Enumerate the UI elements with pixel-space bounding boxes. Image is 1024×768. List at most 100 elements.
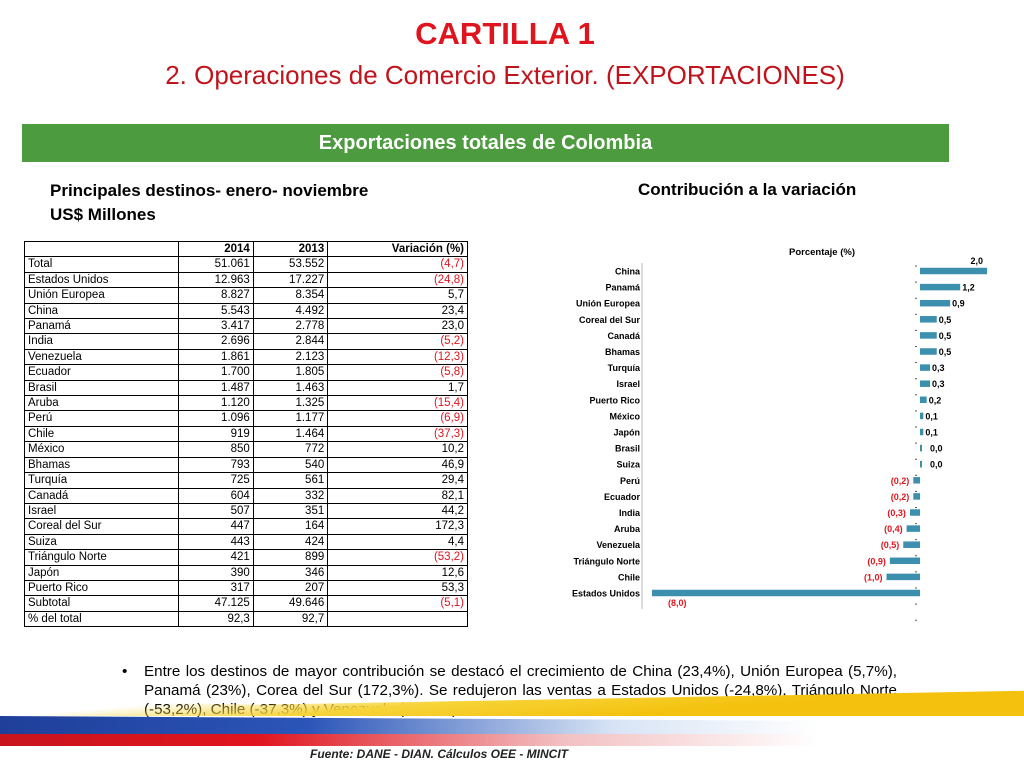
data-label: (0,2) — [891, 476, 910, 486]
table-row: Brasil 1.487 1.463 1,7 — [23, 379, 468, 397]
bar-venezuela — [903, 541, 920, 548]
table-row: Canadá 604 332 82,1 — [23, 487, 468, 504]
row-label: México — [23, 441, 180, 458]
section-banner: Exportaciones totales de Colombia — [22, 124, 949, 162]
data-label: 0,5 — [939, 331, 952, 341]
slide-subtitle: 2. Operaciones de Comercio Exterior. (EX… — [165, 60, 845, 90]
table-cell: 540 — [252, 456, 329, 474]
table-row: Subtotal 47.125 49.646 (5,1) — [23, 595, 468, 612]
data-label: (0,9) — [867, 556, 886, 566]
table-cell: 92,7 — [252, 610, 329, 628]
table-row: Coreal del Sur 447 164 172,3 — [23, 518, 468, 535]
row-label: Turquía — [23, 472, 180, 489]
category-label: Coreal del Sur — [579, 315, 641, 325]
table-cell: 8.827 — [178, 287, 254, 304]
bar-panamá — [920, 283, 961, 291]
table-cell: 561 — [252, 472, 329, 489]
table-cell: 12,6 — [327, 564, 468, 581]
table-row: Unión Europea 8.827 8.354 5,7 — [23, 287, 468, 304]
bar-china — [920, 267, 987, 275]
table-cell: 172,3 — [327, 518, 468, 535]
table-cell: 424 — [252, 533, 329, 551]
column-header-2: 2013 — [252, 240, 329, 258]
table-cell: 1.861 — [178, 348, 254, 366]
bar-turquía — [920, 364, 931, 371]
table-row: % del total 92,3 92,7 — [23, 610, 468, 628]
table-row: Bhamas 793 540 46,9 — [23, 456, 468, 474]
table-cell: (5,2) — [327, 333, 468, 350]
table-cell: (24,8) — [327, 271, 468, 289]
table-row: India 2.696 2.844 (5,2) — [23, 333, 468, 350]
row-label: % del total — [23, 610, 180, 628]
table-cell: 1.120 — [178, 395, 254, 412]
category-label: Ecuador — [604, 492, 641, 502]
table-cell: 23,4 — [327, 302, 468, 320]
table-cell: (15,4) — [327, 395, 468, 412]
data-label: (0,2) — [891, 492, 910, 502]
table-cell: 2.778 — [252, 318, 329, 335]
table-cell: 507 — [178, 502, 254, 520]
row-label: Bhamas — [23, 456, 180, 474]
bar-bhamas — [920, 348, 937, 355]
row-label: Estados Unidos — [23, 271, 180, 289]
bar-puerto-rico — [920, 396, 927, 404]
contribution-bar-chart: Porcentaje (%) China 2,0 Panamá 1,2 Unión Eur… — [572, 247, 987, 621]
row-label: Puerto Rico — [23, 579, 180, 597]
row-label: Japón — [23, 564, 180, 581]
source-note: Fuente: DANE - DIAN. Cálculos OEE - MINC… — [310, 747, 569, 761]
bar-estados-unidos — [652, 589, 920, 597]
row-label: Suiza — [23, 533, 180, 551]
row-label: Coreal del Sur — [23, 518, 180, 535]
table-row: Triángulo Norte 421 899 (53,2) — [23, 549, 468, 566]
table-cell: 46,9 — [327, 456, 468, 474]
table-cell: 3.417 — [178, 318, 254, 335]
table-cell: 23,0 — [327, 318, 468, 335]
table-cell: 53,3 — [327, 579, 468, 597]
row-label: Ecuador — [23, 364, 180, 381]
table-row: Venezuela 1.861 2.123 (12,3) — [23, 348, 468, 366]
destinations-table: 2014 2013 Variación (%) Total 51.061 53.552(… — [23, 240, 468, 628]
row-label: China — [23, 302, 180, 320]
data-label: 2,0 — [970, 256, 983, 266]
category-label: Turquía — [608, 363, 641, 373]
table-cell: (4,7) — [327, 256, 468, 273]
flag-stripe-red — [0, 734, 1024, 746]
table-row: Total 51.061 53.552 (4,7) — [23, 256, 468, 273]
bar-brasil — [920, 444, 922, 452]
table-cell: 919 — [178, 425, 254, 443]
chart-title: Porcentaje (%) — [789, 247, 855, 258]
data-label: 0,1 — [925, 411, 938, 421]
bullet-dot-icon: • — [122, 663, 128, 680]
table-cell: 604 — [178, 487, 254, 504]
row-label: Unión Europea — [23, 287, 180, 304]
column-header-3: Variación (%) — [327, 240, 468, 258]
bar-israel — [920, 380, 931, 387]
category-label: Israel — [616, 379, 640, 389]
table-cell: 1.700 — [178, 364, 254, 381]
table-cell: 317 — [178, 579, 254, 597]
table-cell: 346 — [252, 564, 329, 581]
table-cell: (5,8) — [327, 364, 468, 381]
table-row: Perú 1.096 1.177 (6,9) — [23, 410, 468, 427]
table-cell: (53,2) — [327, 549, 468, 566]
table-cell: 1,7 — [327, 379, 468, 397]
table-cell: 53.552 — [252, 256, 329, 273]
category-label: México — [609, 411, 640, 421]
table-cell: 332 — [252, 487, 329, 504]
table-cell: 8.354 — [252, 287, 329, 304]
table-cell: 772 — [252, 441, 329, 458]
chart-heading: Contribución a la variación — [638, 180, 857, 199]
table-cell: 421 — [178, 549, 254, 566]
table-heading-line-2: US$ Millones — [50, 205, 156, 224]
table-heading-line-1: Principales destinos- enero- noviembre — [50, 181, 369, 200]
table-cell: 4.492 — [252, 302, 329, 320]
category-label: Canadá — [607, 331, 641, 341]
data-label: (0,4) — [884, 524, 903, 534]
row-label: Venezuela — [23, 348, 180, 366]
table-cell: (5,1) — [327, 595, 468, 612]
table-row: Japón 390 346 12,6 — [23, 564, 468, 581]
data-label: 0,2 — [929, 395, 942, 405]
table-cell: 2.123 — [252, 348, 329, 366]
bar-coreal-del-sur — [920, 316, 937, 323]
data-label: 0,5 — [939, 315, 952, 325]
